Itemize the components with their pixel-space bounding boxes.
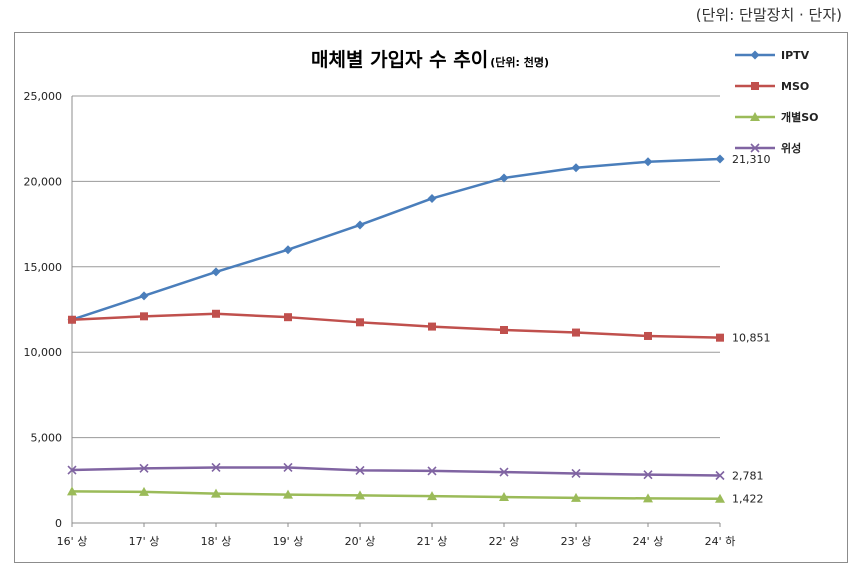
data-point xyxy=(283,245,293,255)
legend-marker xyxy=(750,143,760,153)
series-0: 21,310 xyxy=(67,153,771,325)
data-point xyxy=(139,463,149,473)
data-point xyxy=(571,468,581,479)
data-point xyxy=(571,163,581,173)
x-tick-label: 24' 하 xyxy=(705,534,736,548)
data-point xyxy=(67,486,77,496)
x-tick-label: 17' 상 xyxy=(129,535,160,548)
data-point xyxy=(283,462,293,473)
data-point xyxy=(500,325,508,334)
axes: 0 5,000 10,000 15,000 20,000 25,000 16' 상 17' 상… xyxy=(24,90,736,548)
x-tick-label: 19' 상 xyxy=(273,535,304,548)
series-2: 1,422 xyxy=(67,486,764,506)
data-point xyxy=(499,492,509,502)
series-group: 21,310 10,851 1,422 2,781 xyxy=(67,153,771,506)
series-1: 10,851 xyxy=(68,309,771,345)
legend: IPTV MSO 개별SO 위성 xyxy=(735,49,819,155)
data-point xyxy=(427,193,437,203)
y-tick-label: 10,000 xyxy=(24,346,63,359)
chart-frame xyxy=(14,32,848,563)
unit-note: (단위: 단말장치 · 단자) xyxy=(695,6,842,24)
data-point xyxy=(67,465,77,475)
legend-marker xyxy=(750,50,760,60)
y-tick-label: 25,000 xyxy=(24,90,63,103)
x-tick-label: 21' 상 xyxy=(417,535,448,548)
data-point xyxy=(715,493,725,503)
data-point xyxy=(643,157,653,167)
y-tick-label: 15,000 xyxy=(24,261,63,274)
legend-label: MSO xyxy=(781,80,809,93)
series-line xyxy=(71,490,721,500)
data-point xyxy=(644,331,652,340)
data-point xyxy=(499,467,509,477)
data-label: 10,851 xyxy=(732,332,771,345)
data-point xyxy=(643,470,653,480)
y-tick-label: 5,000 xyxy=(31,432,63,445)
data-point xyxy=(499,173,509,183)
series-3: 2,781 xyxy=(67,462,764,483)
data-point xyxy=(427,491,437,501)
y-tick-label: 0 xyxy=(55,517,62,530)
data-point xyxy=(355,220,365,230)
legend-marker xyxy=(750,112,760,121)
data-point xyxy=(428,322,436,331)
data-label: 1,422 xyxy=(732,493,764,506)
data-point xyxy=(211,488,221,498)
chart-title: 매체별 가입자 수 추이 (단위: 천명) xyxy=(311,49,549,71)
x-tick-label: 23' 상 xyxy=(561,535,592,548)
y-tick-label: 20,000 xyxy=(24,175,63,188)
x-tick-label: 24' 상 xyxy=(633,535,664,548)
data-point xyxy=(211,267,221,277)
x-tick-label: 22' 상 xyxy=(489,535,520,548)
data-point xyxy=(284,313,292,322)
data-point xyxy=(211,462,221,473)
data-point xyxy=(283,489,293,499)
series-line xyxy=(71,312,721,339)
x-tick-label: 18' 상 xyxy=(201,535,232,548)
chart-title-unit: (단위: 천명) xyxy=(490,55,549,69)
data-point xyxy=(572,328,580,337)
legend-label: IPTV xyxy=(781,49,810,62)
data-point xyxy=(139,486,149,496)
data-label: 21,310 xyxy=(732,153,771,166)
data-point xyxy=(715,470,725,481)
series-line xyxy=(71,466,721,477)
data-point xyxy=(356,318,364,327)
legend-item: MSO xyxy=(735,80,809,93)
data-point xyxy=(355,490,365,500)
data-point xyxy=(716,333,724,342)
x-tick-label: 20' 상 xyxy=(345,535,376,548)
data-point xyxy=(643,493,653,503)
legend-item: IPTV xyxy=(735,49,810,62)
data-point xyxy=(212,309,220,318)
legend-marker xyxy=(751,82,759,90)
data-point xyxy=(427,466,437,476)
chart-title-main: 매체별 가입자 수 추이 xyxy=(311,49,488,71)
series-line xyxy=(71,157,721,321)
data-point xyxy=(355,465,365,475)
data-point xyxy=(571,492,581,502)
legend-item: 개별SO xyxy=(735,110,819,124)
data-label: 2,781 xyxy=(732,470,764,483)
data-point xyxy=(715,154,725,164)
legend-label: 위성 xyxy=(781,141,801,155)
gridlines xyxy=(72,95,720,439)
data-point xyxy=(140,312,148,321)
legend-label: 개별SO xyxy=(781,110,819,124)
data-point xyxy=(68,315,76,324)
legend-item: 위성 xyxy=(735,141,801,155)
data-point xyxy=(139,291,149,301)
x-tick-label: 16' 상 xyxy=(57,535,88,548)
